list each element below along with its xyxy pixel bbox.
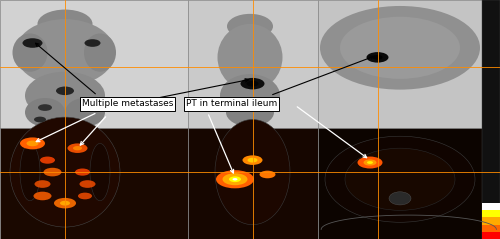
- Circle shape: [366, 52, 388, 63]
- Circle shape: [232, 178, 237, 180]
- Ellipse shape: [20, 143, 40, 201]
- Ellipse shape: [90, 143, 110, 201]
- Ellipse shape: [25, 72, 105, 120]
- Circle shape: [260, 171, 276, 178]
- Circle shape: [60, 201, 70, 206]
- Circle shape: [40, 157, 55, 164]
- Circle shape: [80, 180, 96, 188]
- Ellipse shape: [220, 74, 280, 117]
- Circle shape: [38, 104, 52, 111]
- Circle shape: [73, 146, 82, 150]
- FancyBboxPatch shape: [482, 225, 500, 232]
- Circle shape: [372, 55, 382, 60]
- FancyBboxPatch shape: [482, 217, 500, 225]
- Ellipse shape: [25, 98, 65, 127]
- Circle shape: [22, 38, 42, 48]
- FancyBboxPatch shape: [0, 0, 188, 128]
- Ellipse shape: [389, 192, 411, 205]
- Circle shape: [246, 81, 258, 87]
- Circle shape: [34, 180, 50, 188]
- Ellipse shape: [12, 33, 48, 72]
- Circle shape: [229, 176, 241, 182]
- Circle shape: [20, 137, 45, 149]
- Circle shape: [242, 155, 262, 165]
- Ellipse shape: [340, 17, 460, 79]
- Ellipse shape: [218, 24, 282, 91]
- FancyBboxPatch shape: [318, 0, 500, 128]
- FancyBboxPatch shape: [188, 0, 318, 128]
- Circle shape: [367, 161, 373, 164]
- Circle shape: [358, 157, 382, 168]
- Circle shape: [34, 192, 52, 200]
- FancyBboxPatch shape: [482, 210, 500, 217]
- Ellipse shape: [84, 33, 116, 72]
- Ellipse shape: [215, 120, 290, 225]
- FancyBboxPatch shape: [482, 232, 500, 239]
- Text: Multiple metastases: Multiple metastases: [82, 99, 173, 109]
- Ellipse shape: [227, 14, 273, 39]
- FancyBboxPatch shape: [0, 128, 188, 239]
- Ellipse shape: [320, 6, 480, 90]
- Ellipse shape: [10, 117, 120, 227]
- Circle shape: [44, 168, 62, 176]
- Circle shape: [34, 117, 46, 122]
- FancyBboxPatch shape: [482, 0, 500, 239]
- Ellipse shape: [226, 98, 274, 127]
- Circle shape: [216, 170, 254, 188]
- Circle shape: [248, 158, 258, 163]
- Text: PT in terminal ileum: PT in terminal ileum: [186, 99, 277, 109]
- Ellipse shape: [15, 19, 115, 86]
- Ellipse shape: [325, 136, 475, 222]
- Circle shape: [56, 87, 74, 95]
- Ellipse shape: [38, 10, 92, 38]
- FancyBboxPatch shape: [188, 128, 318, 239]
- Circle shape: [68, 143, 87, 153]
- Circle shape: [78, 193, 92, 199]
- Circle shape: [54, 198, 76, 208]
- Circle shape: [240, 78, 264, 89]
- Ellipse shape: [65, 98, 105, 127]
- Circle shape: [75, 168, 90, 176]
- FancyBboxPatch shape: [318, 128, 500, 239]
- Circle shape: [222, 173, 248, 185]
- Circle shape: [364, 159, 376, 166]
- FancyBboxPatch shape: [482, 203, 500, 210]
- Ellipse shape: [345, 148, 455, 210]
- Circle shape: [26, 141, 38, 146]
- Circle shape: [84, 39, 100, 47]
